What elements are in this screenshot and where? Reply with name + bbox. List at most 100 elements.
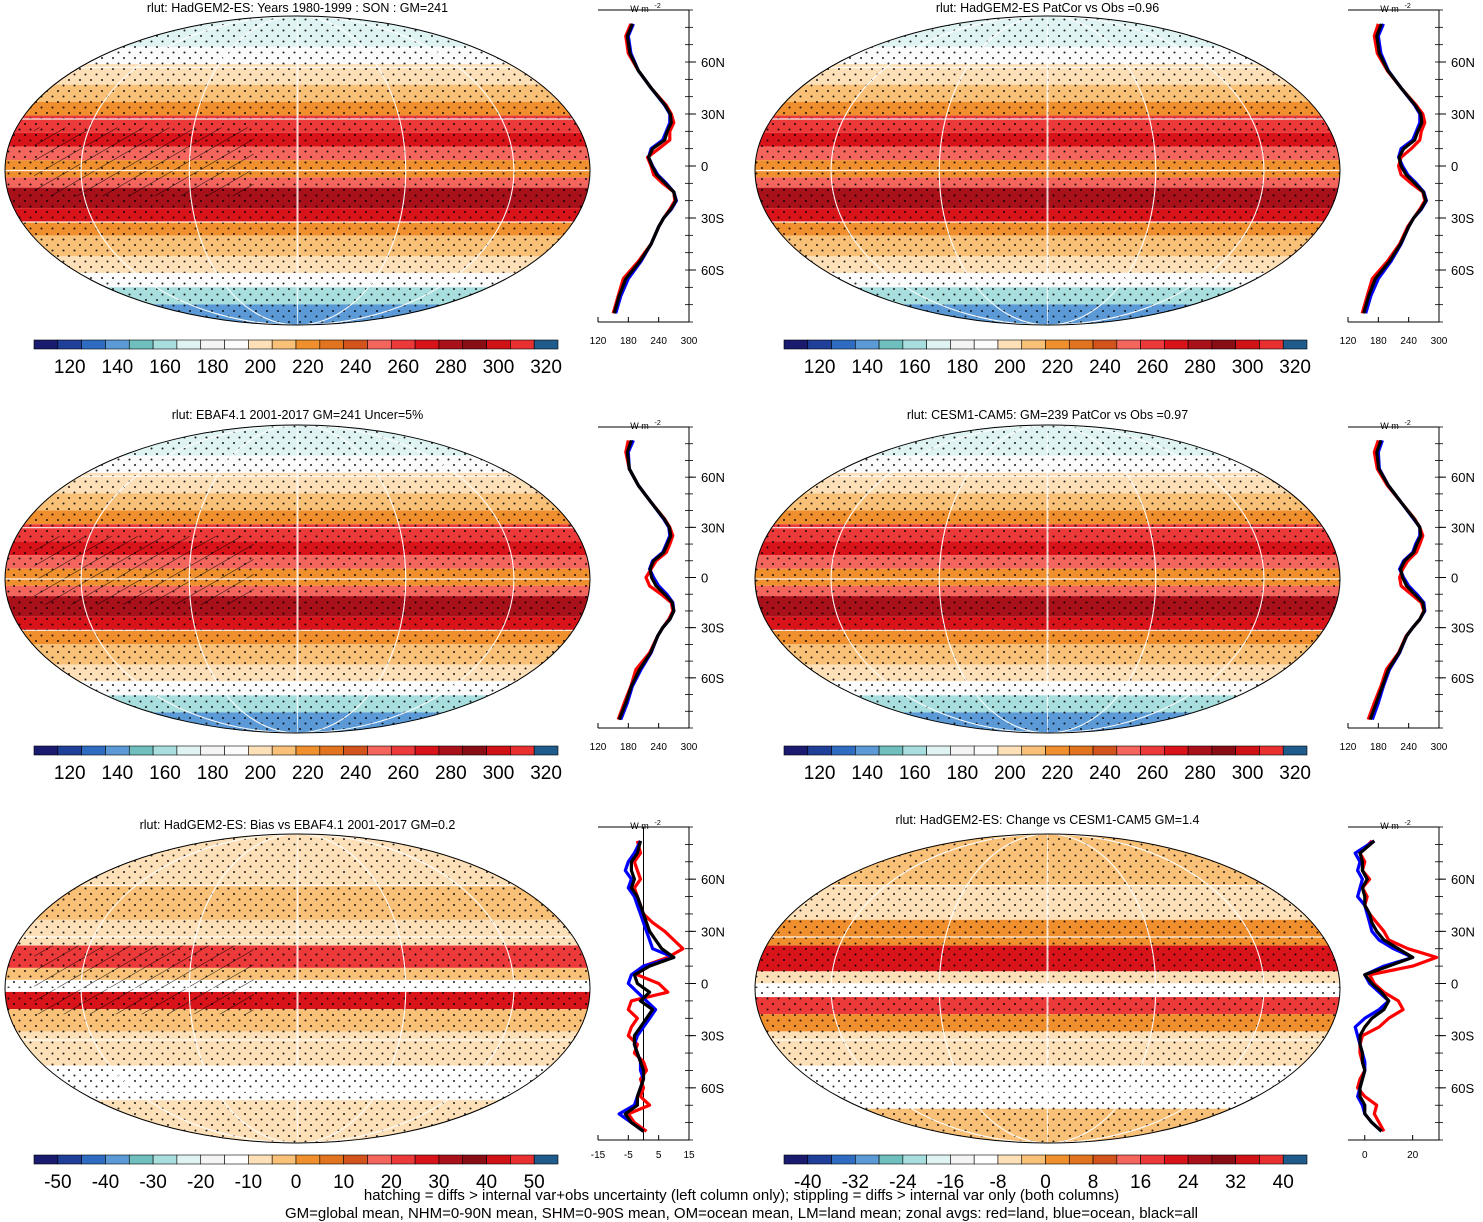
profile-lat-label: 0 bbox=[1451, 977, 1458, 992]
colorbar-swatch bbox=[831, 1154, 856, 1165]
colorbar-swatch bbox=[414, 1154, 440, 1165]
colorbar-swatch bbox=[105, 745, 130, 756]
profile-unit-label: W m bbox=[1380, 421, 1399, 431]
profile-lat-label: 60S bbox=[1451, 1081, 1474, 1096]
profile-unit-label: W m bbox=[630, 821, 649, 831]
colorbar-swatch bbox=[1045, 1154, 1070, 1165]
colorbar-swatch bbox=[390, 339, 416, 350]
colorbar: -40 -32 -24 -16 -8 0 8 16 24 32 40 bbox=[783, 1154, 1308, 1193]
profile-unit-exponent: -2 bbox=[1405, 3, 1411, 10]
colorbar-swatch bbox=[1092, 1154, 1118, 1165]
profile-unit-exponent: -2 bbox=[655, 3, 661, 10]
colorbar-swatch bbox=[390, 745, 416, 756]
colorbar-swatch bbox=[997, 1154, 1023, 1165]
profile-x-tick-label: 20 bbox=[1407, 1150, 1419, 1161]
colorbar-tick-label: 220 bbox=[292, 357, 324, 378]
colorbar-swatch bbox=[248, 1154, 273, 1165]
profile-x-tick-label: 180 bbox=[620, 742, 637, 753]
profile-lat-label: 30N bbox=[701, 107, 725, 122]
colorbar-tick-label: 160 bbox=[149, 763, 181, 784]
colorbar-swatch bbox=[855, 1154, 880, 1165]
profile-lat-label: 60N bbox=[701, 470, 725, 485]
colorbar-swatch bbox=[462, 339, 487, 350]
profile-lat-label: 30N bbox=[1451, 924, 1475, 939]
colorbar-swatch bbox=[1164, 339, 1189, 350]
colorbar-tick-label: 140 bbox=[102, 357, 134, 378]
map-fill bbox=[5, 425, 590, 733]
colorbar-tick-label: 40 bbox=[1273, 1172, 1294, 1193]
colorbar-swatch bbox=[973, 1154, 999, 1165]
colorbar-swatch bbox=[533, 339, 559, 350]
colorbar-tick-label: 300 bbox=[483, 763, 515, 784]
colorbar-swatch bbox=[973, 339, 999, 350]
colorbar-tick-label: 20 bbox=[381, 1172, 402, 1193]
colorbar-swatch bbox=[1021, 1154, 1046, 1165]
colorbar-swatch bbox=[902, 339, 927, 350]
profile-series-all bbox=[1362, 23, 1428, 314]
profile-unit-label: W m bbox=[1380, 4, 1399, 14]
longitude-gridline bbox=[830, 834, 1265, 1143]
colorbar-swatch bbox=[105, 339, 130, 350]
zonal-profile: W m -2 60N 30N 0 30S 60S 120 180 240 300 bbox=[590, 3, 725, 347]
colorbar-swatch bbox=[1282, 339, 1308, 350]
profile-x-tick-label: 180 bbox=[620, 336, 637, 347]
profile-x-tick-label: 300 bbox=[681, 336, 698, 347]
map-panel bbox=[4, 424, 591, 734]
profile-x-tick-label: 300 bbox=[1431, 336, 1448, 347]
profile-x-tick-label: 300 bbox=[1431, 742, 1448, 753]
colorbar-swatch bbox=[57, 745, 82, 756]
profile-series-ocean bbox=[1364, 23, 1429, 314]
colorbar-swatch bbox=[152, 1154, 178, 1165]
profile-series-all bbox=[1358, 839, 1415, 1133]
map-panel bbox=[754, 424, 1341, 734]
colorbar-swatch bbox=[176, 339, 202, 350]
colorbar-swatch bbox=[438, 1154, 464, 1165]
colorbar-swatch bbox=[926, 1154, 951, 1165]
profile-series-all bbox=[617, 439, 676, 721]
map-fill bbox=[5, 16, 590, 325]
profile-lat-label: 30N bbox=[701, 924, 725, 939]
map-fill bbox=[755, 425, 1340, 733]
profile-unit-label: W m bbox=[630, 421, 649, 431]
colorbar-swatch bbox=[271, 1154, 297, 1165]
profile-lat-label: 0 bbox=[701, 571, 708, 586]
colorbar-swatch bbox=[248, 745, 273, 756]
colorbar-swatch bbox=[81, 339, 106, 350]
profile-x-tick-label: 240 bbox=[650, 336, 667, 347]
colorbar-swatch bbox=[295, 339, 321, 350]
longitude-gridline bbox=[188, 16, 407, 325]
colorbar-tick-label: 40 bbox=[476, 1172, 497, 1193]
profile-lat-label: 60S bbox=[701, 1081, 724, 1096]
colorbar-tick-label: 320 bbox=[1279, 763, 1311, 784]
colorbar-swatch bbox=[1235, 745, 1260, 756]
longitude-gridline bbox=[188, 425, 407, 733]
profile-x-tick-label: 120 bbox=[1340, 742, 1357, 753]
longitude-gridline bbox=[1046, 16, 1049, 325]
colorbar-tick-label: 280 bbox=[435, 357, 467, 378]
colorbar-swatch bbox=[1259, 745, 1284, 756]
profile-lat-label: 60S bbox=[701, 263, 724, 278]
colorbar-swatch bbox=[1068, 339, 1094, 350]
colorbar-tick-label: 0 bbox=[1040, 1172, 1051, 1193]
profile-lat-label: 0 bbox=[1451, 159, 1458, 174]
colorbar-tick-label: 120 bbox=[54, 763, 86, 784]
profile-unit-exponent: -2 bbox=[1405, 820, 1411, 827]
profile-lat-label: 30S bbox=[701, 211, 724, 226]
profile-series-land bbox=[616, 440, 675, 721]
profile-lat-label: 30N bbox=[701, 520, 725, 535]
colorbar-swatch bbox=[973, 745, 999, 756]
colorbar-tick-label: 260 bbox=[1137, 357, 1169, 378]
colorbar-tick-label: 200 bbox=[994, 357, 1026, 378]
profile-x-tick-label: 240 bbox=[1400, 336, 1417, 347]
map-panel bbox=[4, 15, 591, 326]
longitude-gridline bbox=[80, 425, 515, 733]
profile-lat-label: 0 bbox=[701, 159, 708, 174]
colorbar-tick-label: -10 bbox=[235, 1172, 262, 1193]
panel-title: rlut: EBAF4.1 2001-2017 GM=241 Uncer=5% bbox=[172, 408, 424, 422]
profile-lat-label: 0 bbox=[1451, 571, 1458, 586]
colorbar-swatch bbox=[1068, 745, 1094, 756]
colorbar-tick-label: 300 bbox=[483, 357, 515, 378]
map-panel bbox=[754, 833, 1341, 1144]
colorbar-tick-label: 24 bbox=[1178, 1172, 1200, 1193]
profile-series-land bbox=[611, 23, 677, 314]
